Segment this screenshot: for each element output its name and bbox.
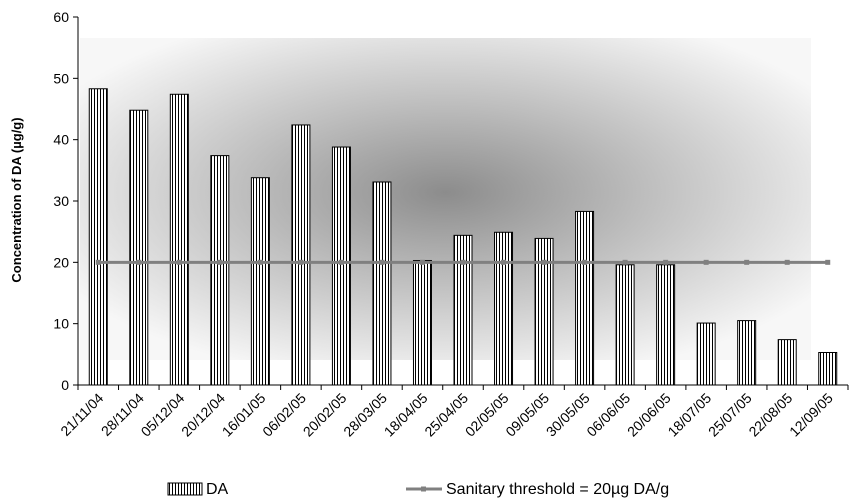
bar-da <box>331 146 351 386</box>
x-tick-label: 16/01/05 <box>219 390 269 440</box>
bar-da <box>250 177 270 386</box>
bar-da <box>291 124 311 386</box>
threshold-point <box>501 259 507 265</box>
bar-da <box>777 339 797 386</box>
threshold-point <box>744 259 750 265</box>
threshold-point <box>419 259 425 265</box>
threshold-point <box>338 259 344 265</box>
x-tick-label: 06/02/05 <box>259 390 309 440</box>
y-tick-label: 0 <box>61 377 69 393</box>
x-tick-label: 30/05/05 <box>543 390 593 440</box>
plot-background <box>80 38 811 360</box>
threshold-point <box>95 259 101 265</box>
threshold-point <box>379 259 385 265</box>
bar-da <box>169 93 189 386</box>
y-tick-label: 10 <box>53 316 69 332</box>
x-tick-label: 06/06/05 <box>583 390 633 440</box>
x-tick-label: 25/07/05 <box>705 390 755 440</box>
bar-da <box>575 210 595 386</box>
x-tick-label: 28/03/05 <box>340 390 390 440</box>
x-tick-label: 25/04/05 <box>421 390 471 440</box>
y-axis-title: Concentration of DA (µg/g) <box>9 117 24 282</box>
threshold-point <box>176 259 182 265</box>
bar-da <box>88 88 108 386</box>
x-tick-label: 05/12/04 <box>138 390 188 440</box>
threshold-point <box>784 259 790 265</box>
bar-da <box>494 231 514 386</box>
x-tick-label: 21/11/04 <box>57 390 106 439</box>
legend-marker-threshold <box>421 486 426 492</box>
bar-da <box>412 259 432 386</box>
x-tick-label: 02/05/05 <box>462 390 512 440</box>
bar-da <box>696 322 716 386</box>
threshold-line-layer <box>95 259 831 265</box>
threshold-point <box>298 259 304 265</box>
legend-label-threshold: Sanitary threshold = 20µg DA/g <box>446 481 669 498</box>
threshold-point <box>257 259 263 265</box>
x-tick-label: 20/06/05 <box>624 390 674 440</box>
threshold-point <box>663 259 669 265</box>
threshold-point <box>136 259 142 265</box>
y-tick-label: 60 <box>53 9 69 25</box>
bar-da <box>453 234 473 386</box>
bar-da <box>210 155 230 386</box>
threshold-point <box>217 259 223 265</box>
bar-da <box>372 181 392 386</box>
bar-da <box>656 264 676 386</box>
threshold-point <box>582 259 588 265</box>
bar-da <box>818 351 838 386</box>
threshold-point <box>622 259 628 265</box>
x-tick-label: 18/04/05 <box>381 390 431 440</box>
y-ticks-layer: 0 10 20 30 40 50 60 <box>53 9 78 393</box>
legend-swatch-da <box>167 482 203 496</box>
x-tick-label: 20/12/04 <box>178 390 228 440</box>
threshold-point <box>825 259 831 265</box>
threshold-point <box>703 259 709 265</box>
y-tick-label: 20 <box>53 254 69 270</box>
y-tick-label: 50 <box>53 70 69 86</box>
threshold-point <box>460 259 466 265</box>
x-ticks-layer: 21/11/0428/11/0405/12/0420/12/0416/01/05… <box>57 385 849 440</box>
y-tick-label: 30 <box>53 193 69 209</box>
x-tick-label: 18/07/05 <box>664 390 714 440</box>
bar-da <box>615 264 635 386</box>
x-tick-label: 09/05/05 <box>502 390 552 440</box>
x-tick-label: 20/02/05 <box>300 390 350 440</box>
threshold-point <box>541 259 547 265</box>
bars-layer <box>88 88 838 386</box>
legend-label-da: DA <box>206 481 229 498</box>
y-tick-label: 40 <box>53 132 69 148</box>
x-tick-label: 22/08/05 <box>745 390 795 440</box>
bar-da <box>129 109 149 386</box>
bar-da <box>737 320 757 386</box>
legend: DA Sanitary threshold = 20µg DA/g <box>167 481 669 498</box>
x-tick-label: 12/09/05 <box>786 390 836 440</box>
